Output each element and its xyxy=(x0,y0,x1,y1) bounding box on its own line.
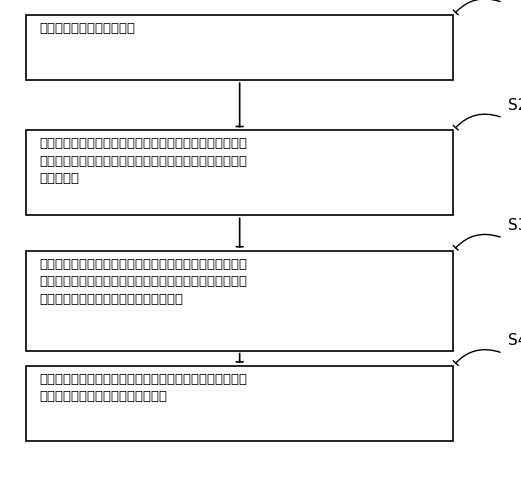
Text: S2: S2 xyxy=(508,98,521,113)
Text: 通过能效终端进行数据采集: 通过能效终端进行数据采集 xyxy=(39,22,135,35)
Text: 智慧能源控制器基于能效终端采集的所述数据对预先构建的
设备模型进行修订，并将修订后的设备模型以及所述数据上
传至云平台: 智慧能源控制器基于能效终端采集的所述数据对预先构建的 设备模型进行修订，并将修订… xyxy=(39,137,247,185)
FancyBboxPatch shape xyxy=(26,15,453,80)
Text: 云平台基于所述数据和修订后的设备模型计算最优总能耗并
制定节能控制策略，当中央空调需要进行优化调控时将所述
节能控制策略下发至所述智慧能源控制器: 云平台基于所述数据和修订后的设备模型计算最优总能耗并 制定节能控制策略，当中央空… xyxy=(39,258,247,306)
FancyBboxPatch shape xyxy=(26,366,453,441)
Text: 所述智慧能源控制器基于从云平台接收的节能控制策略对中
央空调各子系统的设备进行节能控制: 所述智慧能源控制器基于从云平台接收的节能控制策略对中 央空调各子系统的设备进行节… xyxy=(39,373,247,403)
Text: S4: S4 xyxy=(508,333,521,348)
Text: S3: S3 xyxy=(508,218,521,233)
FancyBboxPatch shape xyxy=(26,250,453,351)
FancyBboxPatch shape xyxy=(26,130,453,215)
